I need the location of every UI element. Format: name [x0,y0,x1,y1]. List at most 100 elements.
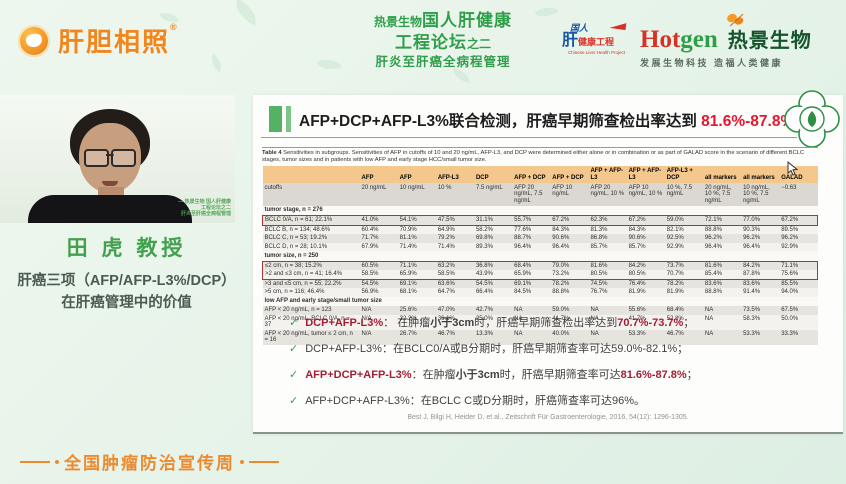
table-cell: 92.5% [664,234,703,243]
table-cell: 80.5% [626,270,665,280]
table-cell: 55.7% [512,215,551,226]
forum-title-block: 热景生物国人肝健康 工程论坛之二 肝炎至肝癌全病程管理 [338,10,548,71]
table-cell: 36.8% [473,260,513,271]
table-cell: 75.6% [779,270,819,280]
table-cell: 53.3% [626,329,665,345]
table-cell: 54.1% [397,215,436,226]
table-row: BCLC D, n = 28; 10.1% 67.9% 71.4% 71.4% 89.3… [262,242,818,252]
forum-title-line3: 肝炎至肝癌全病程管理 [375,55,511,69]
table-cell: cutoffs [262,183,360,206]
table-cell: 89.5% [779,225,818,235]
title-underline [261,137,797,138]
table-cell: BCLC C, n = 53; 19.2% [262,234,360,243]
table-cell: 20 ng/mL [359,183,398,206]
table-cell: 77.0% [741,215,780,226]
column-header: AFP + DCP [550,166,589,183]
table-cell: 47.0% [435,306,474,315]
table-cell: AFP < 20 ng/mL, BCLC 0/A, n = 37 [262,314,360,330]
table-cell: 40.0% [550,329,589,345]
table-cell: 73.7% [664,260,703,271]
table-cell: >2 and ≤3 cm, n = 41; 16.4% [262,270,360,280]
table-cell: NA [512,329,551,345]
butterfly-icon [726,12,746,33]
table-cell: AFP 20 ng/mL, 7.5 ng/mL [512,183,551,206]
section-header-cell: low AFP and early stage/small tumor size [262,296,818,307]
table-cell: 58.5% [435,270,474,280]
table-cell: 80.5% [588,270,627,280]
table-cell: 81.6% [588,260,627,271]
table-cell: 84.2% [741,260,780,271]
table-cell: NA [702,306,742,315]
table-cell: 69.1% [397,279,436,289]
column-header: AFP + DCP [512,166,551,183]
emblem-cn-main: 肝健康工程 [562,32,615,49]
table-cell: 71.7% [359,234,398,243]
column-header [262,166,360,183]
hotgen-cn: 热景生物 [727,30,812,52]
table-cell: 13.3% [473,329,513,345]
banner-dot-icon [240,459,244,464]
speaker-topic-line2: 在肝癌管理中的价值 [61,295,192,311]
section-header-cell: tumor size, n = 250 [262,251,818,262]
table-cell: AFP 20 ng/mL, 10 % [588,183,627,206]
table-cell: 64.9% [435,225,474,235]
emblem-cn-top: 国人 [570,23,589,33]
table-cell: 81.9% [626,288,665,297]
section-header-row: tumor size, n = 250 [262,251,818,262]
cutoffs-row: cutoffs 20 ng/mL 10 ng/mL 10 % 7.5 ng/mL AFP … [262,183,818,206]
table-cell: N/A [359,314,398,330]
table-cell: 87.8% [741,270,780,280]
table-cell: 81.9% [664,288,703,297]
table-cell: 94.0% [779,288,818,297]
table-cell: 84.3% [550,225,589,235]
table-cell: 70.7% [664,270,703,280]
table-cell: 64.7% [435,288,474,297]
registered-mark: ® [170,22,177,32]
hotgen-logo: Hot gen 热景生物 发展生物科技 造福人类健康 [640,13,840,69]
table-cell: ≤2 cm, n = 38; 15.2% [262,260,360,271]
finding-item: ✓ AFP+DCP+AFP-L3%：在肿瘤小于3cm时，肝癌早期筛查率可达81.6… [289,366,819,382]
table-cell: 74.5% [588,279,627,289]
table-row: AFP < 20 ng/mL, tumor ≤ 2 cm, n = 16 N/A 2… [262,329,818,345]
table-cell: NA [588,306,627,315]
speaker-video-feed: — 热景生物 国人肝健康 工程论坛之二 肝炎至肝癌全病程管理 [0,95,235,223]
column-header: all markers [702,166,742,183]
reference-citation: Best J, Bilgi H, Heider D, et al., Zeits… [407,414,689,421]
column-header: GALAD [779,166,818,183]
column-header: AFP + AFP-L3 [626,166,665,183]
table-cell: BCLC 0/A, n = 61; 22.1% [262,215,360,226]
gandan-logo-text: 肝胆相照 [58,27,171,57]
table-cell: AFP < 20 ng/mL, n = 123 [262,306,360,315]
table-row: BCLC B, n = 134; 48.6% 60.4% 70.9% 64.9% 58.… [262,225,818,235]
table-cell: 41.0% [359,215,398,226]
mouse-cursor-icon [787,160,799,181]
table-cell: 47.5% [435,215,474,226]
banner-dash-icon [249,460,279,463]
forum-title-line1: 热景生物国人肝健康 [373,11,512,30]
table-cell: 73.2% [550,270,589,280]
table-row: AFP < 20 ng/mL, n = 123 N/A 25.6% 47.0% 42.7… [262,306,818,315]
table-cell: 68.1% [397,288,436,297]
table-cell: 42.7% [473,306,513,315]
hotgen-latin-red: Hot [640,26,681,53]
speaker-topic-line1: 肝癌三项（AFP/AFP-L3%/DCP） [17,273,236,289]
table-cell: 79.0% [550,260,589,271]
table-cell: 54.5% [473,279,513,289]
table-cell: 88.8% [550,288,589,297]
table-cell: 90.6% [550,234,589,243]
table-cell: >3 and ≤5 cm, n = 55; 22.2% [262,279,360,289]
table-cell: 25.0% [473,314,513,330]
table-cell: 58.5% [359,270,398,280]
banner-dot-icon [55,459,59,464]
table-cell: 69.8% [473,234,513,243]
table-cell: 81.6% [702,260,742,271]
table-cell: 72.1% [702,215,742,226]
finding-text: DCP+AFP-L3%：在BCLC0/A或B分期时，肝癌早期筛查率可达59.0%… [305,343,689,355]
gandan-logo-icon [18,24,50,57]
table-cell: 71.1% [397,260,436,271]
table-cell: 58.3% [741,314,780,330]
table-row: >2 and ≤3 cm, n = 41; 16.4% 58.5% 65.9% 58.… [262,270,819,280]
finding-item: ✓ DCP+AFP-L3%： 在肿瘤小于3cm时，肝癌早期筛查检出率达到70.7%… [289,314,819,330]
table-cell: 96.4% [702,242,742,252]
section-header-row: tumor stage, n = 276 [262,205,818,216]
